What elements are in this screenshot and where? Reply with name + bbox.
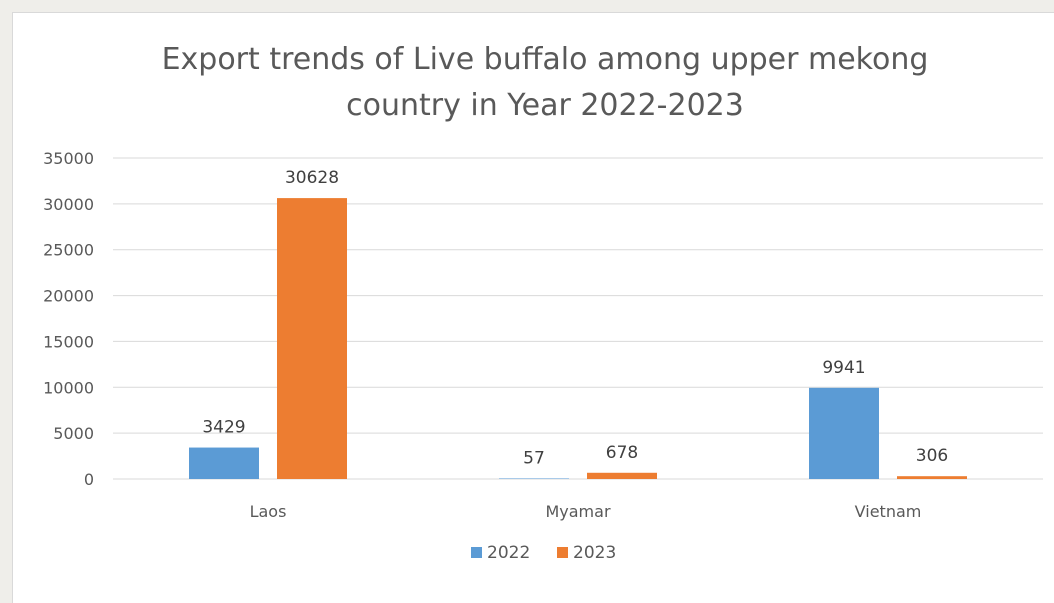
x-tick-label-vietnam: Vietnam xyxy=(855,502,922,521)
legend-swatch-2022 xyxy=(471,547,482,558)
legend-label-2023: 2023 xyxy=(573,543,616,563)
data-label-2022-vietnam: 9941 xyxy=(822,358,865,378)
data-label-2023-myamar: 678 xyxy=(606,443,638,463)
bars xyxy=(189,198,967,480)
data-label-2022-laos: 3429 xyxy=(202,418,245,438)
bar-chart: Export trends of Live buffalo among uppe… xyxy=(43,42,1043,563)
x-tick-label-laos: Laos xyxy=(250,502,287,521)
bar-2023-vietnam xyxy=(897,476,967,479)
bar-2022-myamar xyxy=(499,478,569,479)
x-tick-label-myamar: Myamar xyxy=(545,502,610,521)
chart-title-line-2: country in Year 2022-2023 xyxy=(346,88,744,123)
data-label-2022-myamar: 57 xyxy=(523,448,545,468)
legend-label-2022: 2022 xyxy=(487,543,530,563)
y-axis-ticks: 0 5000 10000 15000 20000 25000 30000 35000 xyxy=(43,149,94,489)
data-label-2023-vietnam: 306 xyxy=(916,446,948,466)
y-tick-label: 20000 xyxy=(43,287,94,306)
legend-swatch-2023 xyxy=(557,547,568,558)
bar-2023-myamar xyxy=(587,472,657,479)
y-tick-label: 15000 xyxy=(43,332,94,351)
bar-2022-laos xyxy=(189,447,259,479)
y-tick-label: 35000 xyxy=(43,149,94,168)
y-tick-label: 0 xyxy=(84,470,94,489)
y-tick-label: 25000 xyxy=(43,241,94,260)
bar-2022-vietnam xyxy=(809,387,879,479)
y-tick-label: 10000 xyxy=(43,378,94,397)
bar-2023-laos xyxy=(277,198,347,480)
y-tick-label: 5000 xyxy=(53,424,94,443)
x-axis-ticks: Laos Myamar Vietnam xyxy=(250,502,922,521)
data-labels: 3429 30628 57 678 9941 306 xyxy=(202,168,948,468)
y-tick-label: 30000 xyxy=(43,195,94,214)
data-label-2023-laos: 30628 xyxy=(285,168,339,188)
gridlines xyxy=(113,157,1043,480)
chart-area: Export trends of Live buffalo among uppe… xyxy=(12,12,1054,603)
chart-title-line-1: Export trends of Live buffalo among uppe… xyxy=(162,42,929,77)
legend: 2022 2023 xyxy=(471,543,616,563)
